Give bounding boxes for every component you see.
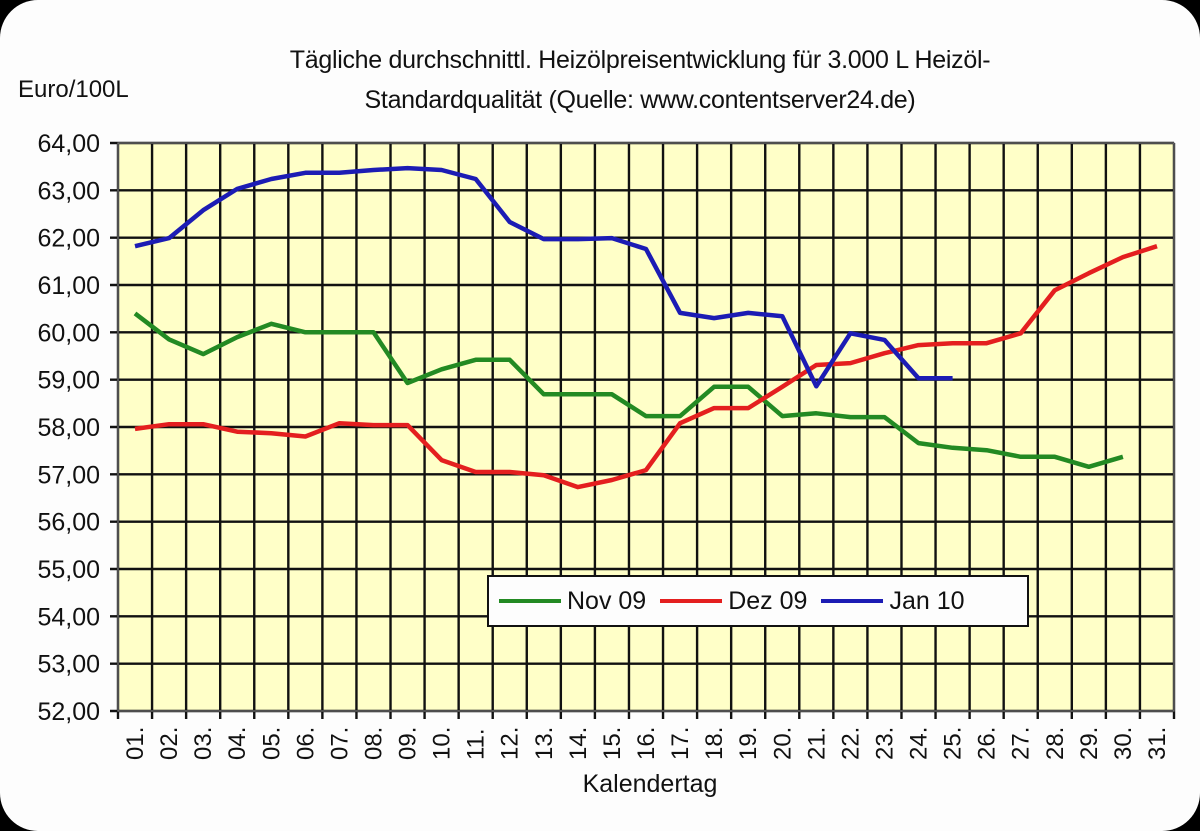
y-tick-label: 63,00 xyxy=(37,177,100,205)
x-tick-label: 16. xyxy=(633,727,660,760)
x-tick-label: 15. xyxy=(599,727,626,760)
x-tick-label: 25. xyxy=(940,727,967,760)
series-line-nov09 xyxy=(133,311,1124,470)
x-tick-label: 24. xyxy=(906,727,933,760)
x-tick-label: 20. xyxy=(769,727,796,760)
legend-item-nov09: Nov 09 xyxy=(499,587,646,616)
x-tick-label: 30. xyxy=(1110,727,1137,760)
x-tick-label: 02. xyxy=(156,727,183,760)
y-tick-label: 57,00 xyxy=(37,461,100,489)
x-tick-label: 31. xyxy=(1144,727,1171,760)
y-tick-label: 55,00 xyxy=(37,556,100,584)
x-tick-label: 13. xyxy=(531,727,558,760)
legend-swatch-dez09 xyxy=(660,599,723,603)
x-tick-label: 27. xyxy=(1008,727,1035,760)
y-tick-label: 61,00 xyxy=(37,272,100,300)
x-tick-label: 19. xyxy=(735,727,762,760)
x-tick-label: 11. xyxy=(463,728,490,760)
x-tick-label: 04. xyxy=(224,727,251,760)
y-tick-label: 62,00 xyxy=(37,225,100,253)
chart-title-line-1: Tägliche durchschnittl. Heizölpreisentwi… xyxy=(289,46,991,74)
y-tick-label: 56,00 xyxy=(37,509,100,537)
legend-swatch-nov09 xyxy=(499,599,561,603)
series-line-jan10 xyxy=(134,165,953,389)
x-tick-label: 08. xyxy=(360,727,387,760)
x-tick-label: 26. xyxy=(974,727,1001,760)
y-tick-label: 59,00 xyxy=(37,367,100,395)
y-tick-label: 60,00 xyxy=(37,319,100,347)
x-tick-label: 28. xyxy=(1042,727,1069,760)
chart-title-line-2: Standardqualität (Quelle: www.contentser… xyxy=(364,86,916,114)
legend-label: Jan 10 xyxy=(889,586,965,615)
x-tick-label: 23. xyxy=(871,727,898,760)
chart-title: Tägliche durchschnittl. Heizölpreisentwi… xyxy=(160,40,1120,120)
x-tick-label: 14. xyxy=(565,727,592,760)
x-axis-label: Kalendertag xyxy=(582,770,718,798)
x-tick-label: 07. xyxy=(326,727,353,760)
x-tick-label: 10. xyxy=(429,727,456,760)
x-tick-label: 17. xyxy=(667,727,694,760)
x-tick-label: 05. xyxy=(258,727,285,760)
y-tick-label: 64,00 xyxy=(37,130,100,158)
legend: Nov 09 Dez 09 Jan 10 xyxy=(487,575,1029,627)
legend-item-dez09: Dez 09 xyxy=(660,587,807,616)
y-tick-label: 54,00 xyxy=(37,603,100,631)
y-tick-label: 53,00 xyxy=(37,651,100,679)
x-tick-label: 21. xyxy=(803,727,830,760)
y-tick-label: 58,00 xyxy=(37,414,100,442)
x-tick-label: 06. xyxy=(292,727,319,760)
x-tick-label: 22. xyxy=(837,727,864,760)
x-tick-label: 01. xyxy=(122,727,149,760)
legend-label: Dez 09 xyxy=(728,586,808,615)
x-tick-label: 03. xyxy=(190,727,217,760)
y-tick-label: 52,00 xyxy=(37,698,100,726)
x-tick-label: 09. xyxy=(395,727,422,760)
legend-label: Nov 09 xyxy=(567,586,647,615)
series-line-dez09 xyxy=(134,244,1158,490)
x-tick-label: 29. xyxy=(1076,727,1103,760)
x-tick-label: 18. xyxy=(701,727,728,760)
legend-swatch-jan10 xyxy=(821,599,884,603)
plot-border xyxy=(117,142,1175,712)
y-axis-unit-label: Euro/100L xyxy=(18,76,129,103)
x-tick-label: 12. xyxy=(497,727,524,760)
legend-item-jan10: Jan 10 xyxy=(821,586,965,616)
